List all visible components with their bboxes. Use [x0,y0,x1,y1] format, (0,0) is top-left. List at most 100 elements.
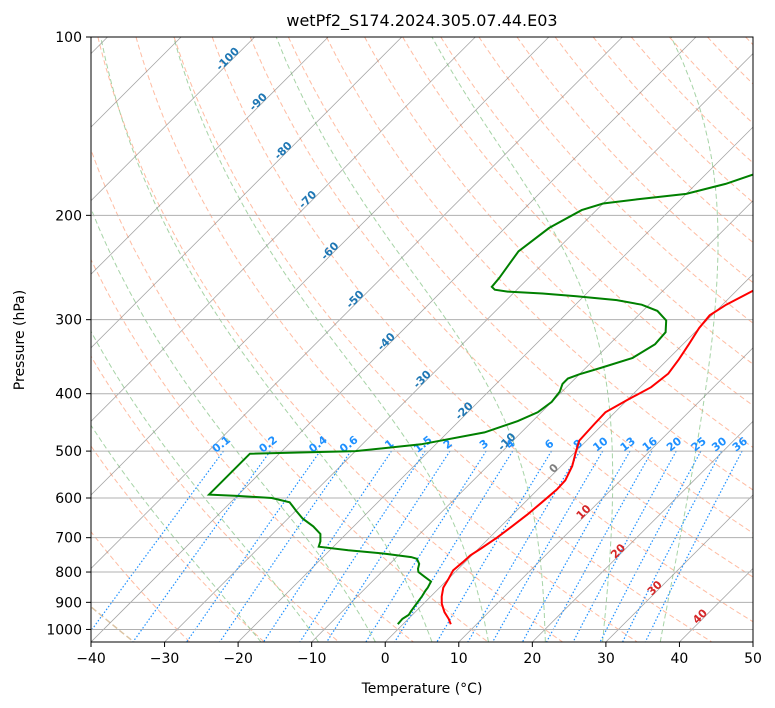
moist-adiabat [173,37,489,642]
dry-adiabat [326,37,753,491]
dry-adiabat [173,37,713,642]
isotherm-label: -70 [296,188,319,211]
isotherm [679,567,753,642]
y-tick-label: 500 [55,444,82,460]
x-tick-label: −20 [223,651,253,667]
dry-adiabat [402,37,753,407]
isotherm [384,273,753,642]
dry-adiabat [91,258,414,642]
moist-adiabat [431,37,614,642]
moist-adiabat [91,330,319,642]
mixing-ratio-line [262,450,392,642]
warm-isotherm-label: 30 [645,578,665,598]
plot-frame [90,36,754,643]
x-tick-label: 30 [597,651,615,667]
isotherm [458,347,753,642]
mixing-ratio-line [572,450,677,642]
dry-adiabat [554,37,753,244]
warm-isotherm-label: 40 [690,606,710,626]
y-tick-label: 600 [55,491,82,507]
y-tick-label: 300 [55,313,82,329]
mixing-ratio-line [186,450,321,642]
mixing-ratio-line [365,450,487,642]
dry-adiabat [97,37,563,642]
x-tick-label: 40 [671,651,689,667]
mixing-ratio-label: 0.1 [210,433,233,455]
isotherm [91,37,329,275]
moist-adiabat [91,207,376,642]
plot-area: -100-90-80-70-60-50-40-30-20-10010203040… [91,37,753,642]
mixing-ratio-line [219,450,352,642]
moist-adiabat [91,424,262,642]
mixing-ratio-line [599,450,702,642]
dry-adiabat [211,37,753,623]
mixing-ratio-line [299,450,426,642]
temperature-line [440,289,753,625]
dry-adiabat [91,355,340,642]
x-tick-label: 0 [381,651,390,667]
x-tick-label: −40 [76,651,106,667]
isotherm [91,37,550,496]
pressure-grid [91,37,753,630]
dry-adiabat [669,37,753,125]
dry-adiabat [745,37,753,46]
moist-adiabat [659,37,719,642]
mixing-ratio-line [91,450,224,632]
mixing-ratio-line [132,450,271,642]
x-tick-label: −30 [150,651,180,667]
x-tick-label: 10 [450,651,468,667]
mixing-ratio-label: 3 [477,437,491,452]
isotherm [311,200,753,642]
mixing-ratio-label: 6 [542,437,556,452]
isotherm [91,37,476,422]
isotherm-label: -80 [272,139,295,162]
y-tick-label: 400 [55,387,82,403]
isotherm [91,37,403,349]
isotherm [532,420,753,642]
x-tick-label: 50 [744,651,762,667]
dewpoint-line [206,173,753,625]
isotherm [237,126,753,642]
isotherm-label: -40 [375,330,398,353]
chart-title: wetPf2_S174.2024.305.07.44.E03 [286,11,557,31]
background-lines [91,37,753,642]
y-tick-label: 100 [55,30,82,46]
isotherm [605,494,753,642]
isotherm [752,641,753,642]
y-tick-label: 900 [55,595,82,611]
x-axis-ticks: −40 −30 −20 −10 0 10 20 30 40 50 [76,642,762,667]
mixing-ratio-line [492,450,604,642]
mixing-ratio-line [436,450,553,642]
isotherm [91,37,623,570]
mixing-ratio-line [622,450,722,642]
moist-adiabat [100,37,433,642]
x-axis-label: Temperature (°C) [361,681,483,697]
y-axis-label: Pressure (hPa) [12,290,28,390]
x-tick-label: 20 [523,651,541,667]
dry-adiabat [91,148,489,642]
dry-adiabat [91,445,265,642]
dry-adiabat [707,37,753,85]
mixing-ratio-line [644,450,743,642]
dry-adiabat [249,37,753,578]
mixing-ratio-line [394,450,514,642]
dry-adiabat [287,37,753,534]
isotherm-label: -60 [318,239,341,262]
y-tick-label: 1000 [46,622,82,638]
dry-adiabat [440,37,753,365]
mixing-ratio-line [521,450,631,642]
mixing-ratio-line [546,450,653,642]
isotherm [91,37,697,642]
dry-adiabat [630,37,753,164]
dry-adiabat [135,37,638,642]
y-axis-ticks: 100 200 300 400 500 600 700 800 900 1000 [46,30,91,638]
y-tick-label: 700 [55,531,82,547]
x-tick-label: −10 [297,651,327,667]
isotherm-label: -20 [453,399,476,422]
dry-adiabat [364,37,753,449]
y-tick-label: 800 [55,565,82,581]
isotherm-label: -90 [247,90,270,113]
isotherm [164,52,753,642]
moist-adiabat [275,37,546,642]
